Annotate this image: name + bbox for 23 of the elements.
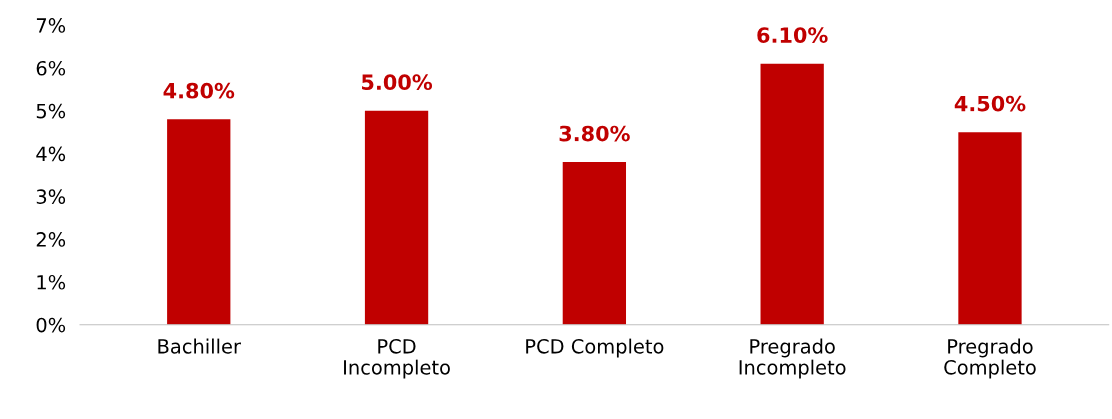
y-tick-label: 3%: [36, 189, 66, 204]
x-tick-label: Pregrado Completo: [944, 338, 1036, 379]
bar: [562, 162, 627, 325]
y-tick-label: 6%: [36, 60, 66, 76]
y-tick-label: 2%: [36, 232, 66, 247]
y-tick-label: 7%: [36, 18, 66, 33]
bar: [958, 132, 1022, 325]
data-label: 4.50%: [954, 95, 1026, 112]
x-tick-label: PCD Completo: [526, 338, 664, 358]
bar: [167, 119, 231, 325]
x-tick-label: PCD Incompleto: [344, 338, 450, 379]
data-label: 5.00%: [362, 74, 433, 91]
x-tick-label: Bachiller: [158, 338, 241, 354]
bar: [760, 63, 824, 325]
data-label: 4.80%: [163, 82, 235, 99]
data-label: 3.80%: [559, 125, 630, 142]
data-label: 6.10%: [757, 27, 828, 43]
x-tick-label: Pregrado Incompleto: [739, 338, 846, 379]
y-tick-label: 0%: [36, 317, 66, 333]
y-tick-label: 1%: [37, 274, 66, 290]
y-tick-label: 5%: [36, 103, 66, 119]
bar: [364, 110, 429, 325]
y-tick-label: 4%: [36, 146, 66, 162]
